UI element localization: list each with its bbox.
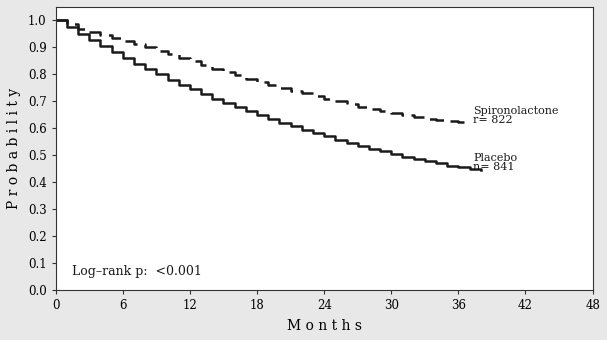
Text: Log–rank p:  <0.001: Log–rank p: <0.001 xyxy=(72,265,202,278)
Text: r= 822: r= 822 xyxy=(473,115,512,125)
Y-axis label: P r o b a b i l i t y: P r o b a b i l i t y xyxy=(7,88,21,209)
Text: n= 841: n= 841 xyxy=(473,163,514,172)
X-axis label: M o n t h s: M o n t h s xyxy=(287,319,362,333)
Text: Placebo: Placebo xyxy=(473,153,517,163)
Text: Spironolactone: Spironolactone xyxy=(473,106,558,116)
